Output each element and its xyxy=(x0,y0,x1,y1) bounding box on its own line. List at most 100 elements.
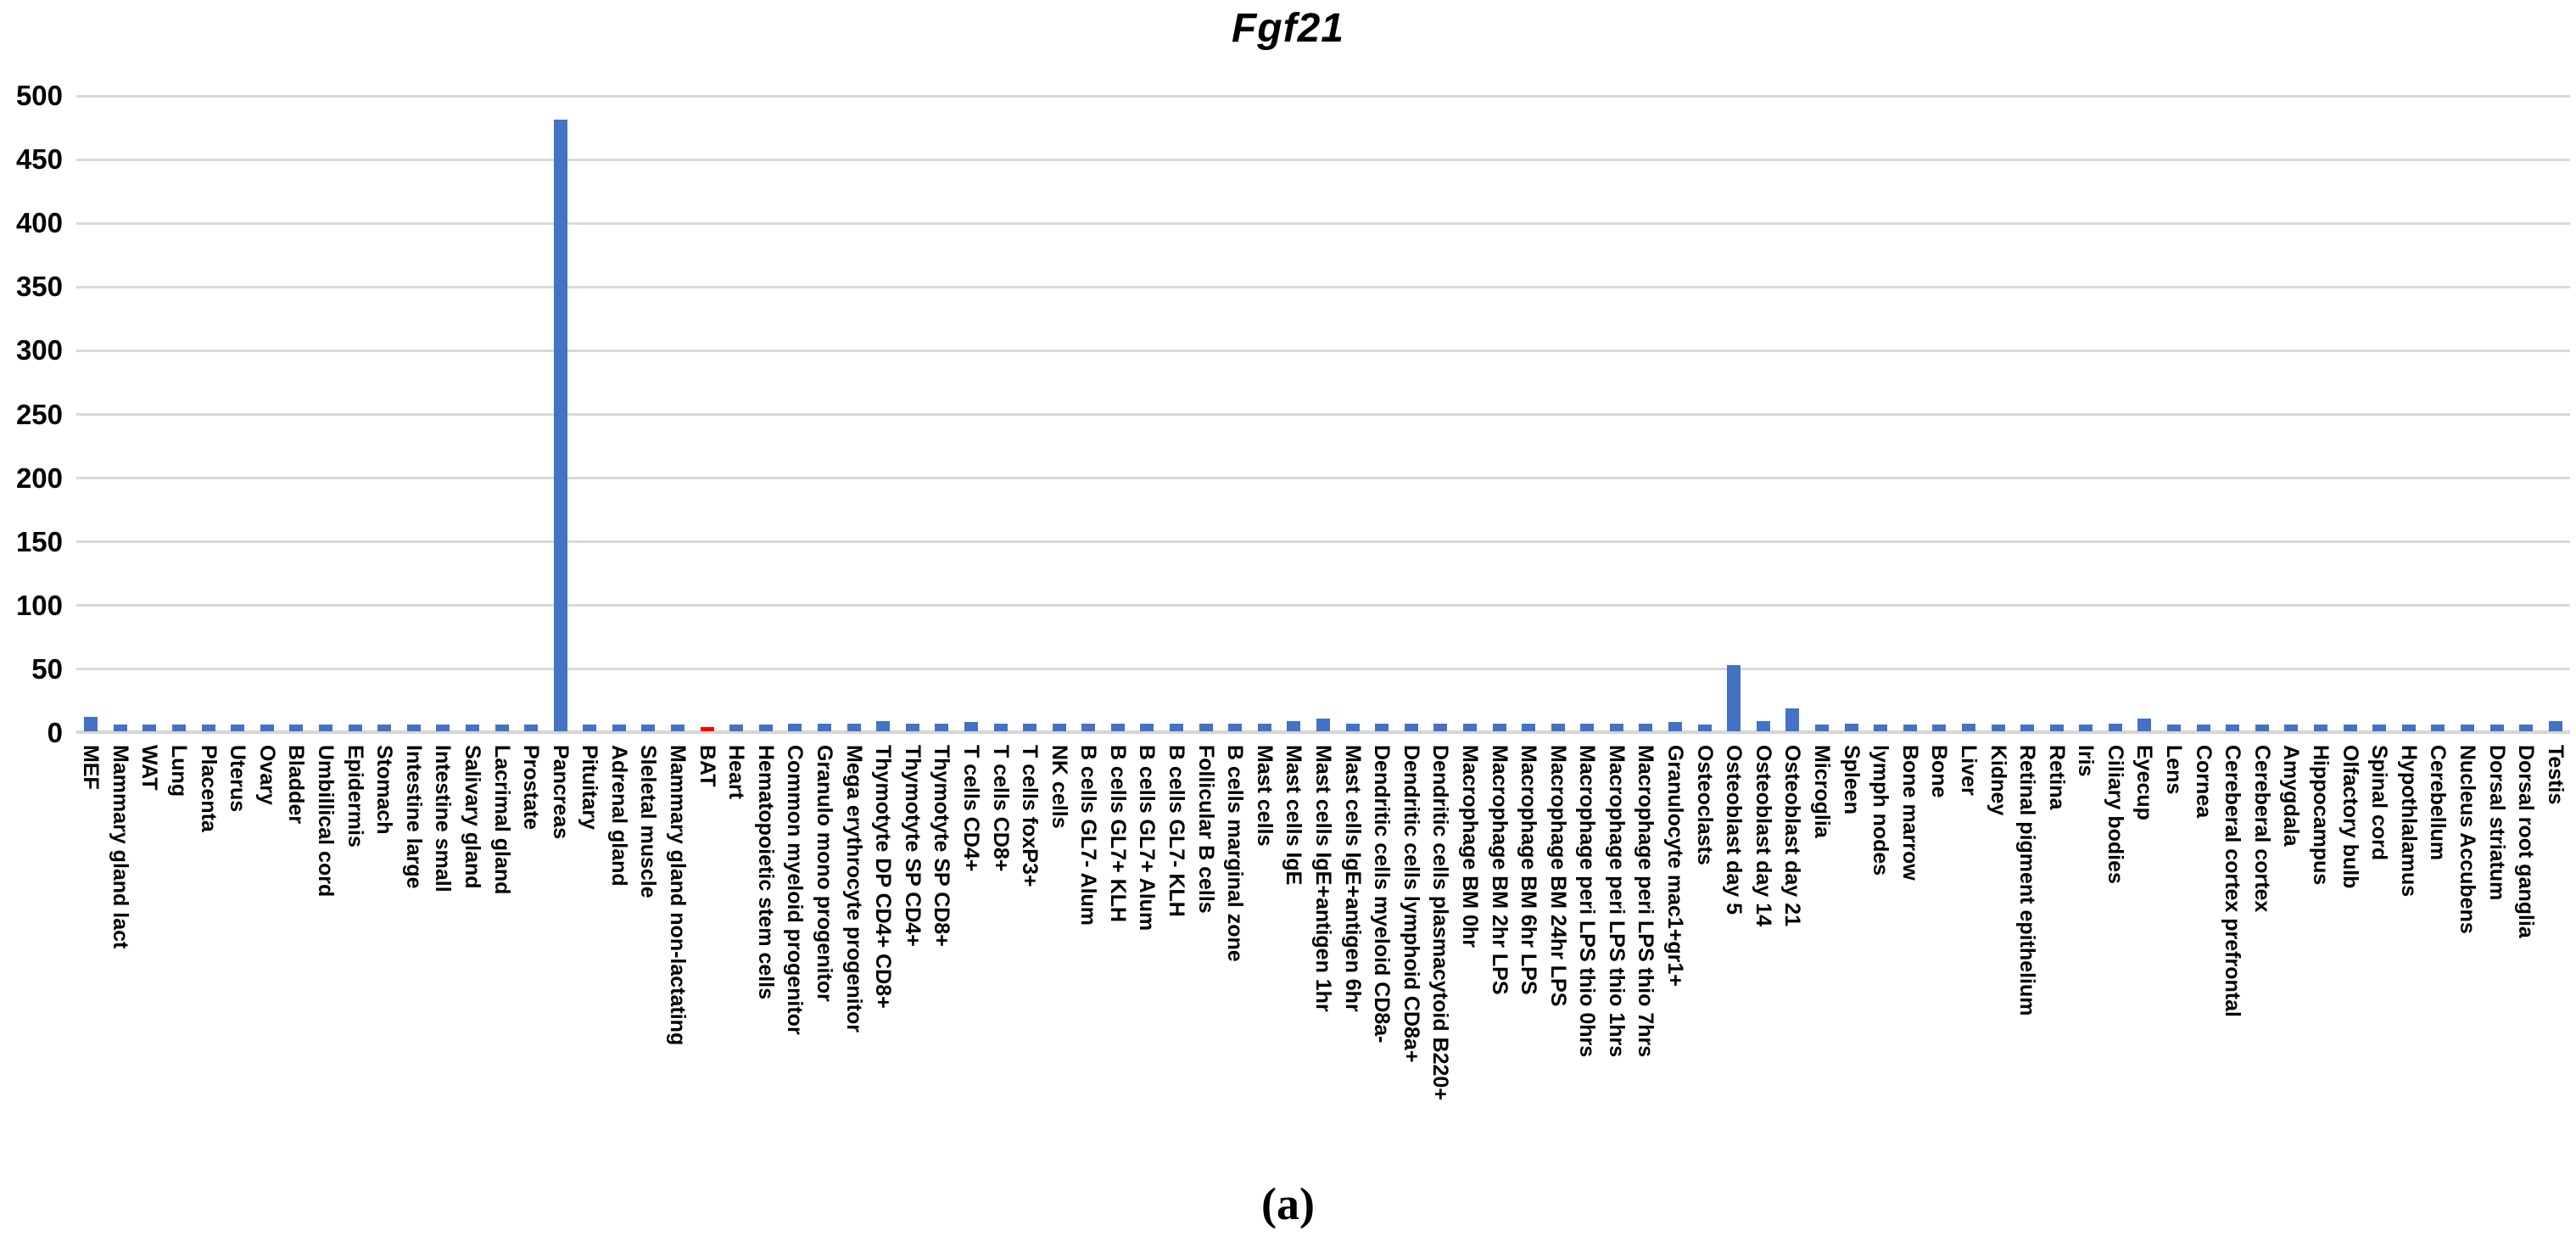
x-axis-category-label: Kidney xyxy=(1986,745,2010,816)
bar-bladder xyxy=(289,725,303,731)
x-axis-category-label: Ovary xyxy=(255,745,279,805)
bar-thymotyte-sp-cd4- xyxy=(906,724,919,731)
x-axis-category-label: Prostate xyxy=(519,745,543,831)
figure-caption: (a) xyxy=(1261,1178,1315,1229)
x-axis-category-label: Cereberal cortex prefrontal xyxy=(2221,745,2244,1017)
x-axis-category-label: Granulocyte mac1+gr1+ xyxy=(1663,745,1687,987)
bar-ciliary-bodies xyxy=(2109,724,2122,731)
bar-ovary xyxy=(260,725,274,731)
gridline xyxy=(76,413,2570,416)
x-axis-category-label: Macrophage BM 24hr LPS xyxy=(1546,745,1570,1007)
x-axis-category-label: Osteoclasts xyxy=(1693,745,1717,865)
bar-dorsal-striatum xyxy=(2490,725,2504,731)
y-axis-tick-label: 350 xyxy=(15,271,63,302)
y-axis-tick-label: 250 xyxy=(15,399,63,430)
bar-pituitary xyxy=(583,725,596,731)
x-axis-category-label: Macrophage peri LPS thio 0hrs xyxy=(1575,745,1599,1058)
x-axis-category-label: Dendritic cells myeloid CD8a- xyxy=(1370,745,1394,1044)
x-axis-category-label: lymph nodes xyxy=(1869,745,1892,876)
bar-cerebellum xyxy=(2431,725,2445,731)
x-axis-category-label: Thymotyte SP CD8+ xyxy=(930,745,953,947)
x-axis-category-label: Mast cells IgE+antigen 1hr xyxy=(1311,745,1335,1012)
bar-mast-cells-ige xyxy=(1287,721,1300,731)
x-axis-category-label: Testis xyxy=(2544,745,2568,805)
gridline xyxy=(76,222,2570,225)
gridline xyxy=(76,540,2570,543)
bar-heart xyxy=(729,725,743,731)
bar-dendritic-cells-myeloid-cd8a- xyxy=(1375,724,1389,731)
x-axis-category-label: Mast cells IgE xyxy=(1282,745,1305,886)
bar-hippocampus xyxy=(2314,725,2327,731)
x-axis-category-label: Uterus xyxy=(226,745,249,813)
x-axis-category-label: Retinal pigment epithelium xyxy=(2015,745,2039,1016)
bar-mast-cells-ige-antigen-6hr xyxy=(1346,724,1360,731)
bar-pancreas xyxy=(554,120,567,731)
x-axis-category-label: Iris xyxy=(2074,745,2098,777)
bar-dorsal-root-ganglia xyxy=(2519,725,2533,731)
bar-osteoclasts xyxy=(1698,725,1712,731)
x-axis-category-label: Mast cells IgE+antigen 6hr xyxy=(1341,745,1365,1012)
y-axis-tick-label: 100 xyxy=(15,590,63,621)
x-axis-category-label: Macrophage BM 6hr LPS xyxy=(1517,745,1540,995)
x-axis-category-label: Osteoblast day 14 xyxy=(1752,745,1775,926)
bar-kidney xyxy=(1992,725,2005,731)
bar-spinal-cord xyxy=(2372,725,2386,731)
bar-macrophage-bm-2hr-lps xyxy=(1493,724,1506,731)
bar-bone-marrow xyxy=(1903,725,1917,731)
bar-bat xyxy=(701,727,714,731)
y-axis-tick-label: 400 xyxy=(15,207,63,238)
x-axis-category-label: Stomach xyxy=(372,745,396,835)
x-axis-category-label: MEF xyxy=(79,745,103,790)
bar-spleen xyxy=(1845,724,1858,731)
x-axis-category-label: Sleletal muscle xyxy=(636,745,660,898)
bar-dendritic-cells-lymphoid-cd8a- xyxy=(1405,724,1418,731)
x-axis-category-label: T cells CD4+ xyxy=(959,745,983,872)
bar-b-cells-gl7-klh xyxy=(1170,724,1183,731)
x-axis-category-label: Eyecup xyxy=(2132,745,2156,820)
x-axis-category-label: Dendritic cells lymphoid CD8a+ xyxy=(1400,745,1423,1063)
y-axis-tick-label: 500 xyxy=(15,80,63,111)
x-axis-category-label: Salivary gland xyxy=(461,745,484,889)
bar-stomach xyxy=(377,725,391,731)
x-axis-category-label: Dendritic cells plasmacytoid B220+ xyxy=(1428,745,1452,1100)
x-axis-category-label: Amygdala xyxy=(2279,745,2303,847)
bar-retinal-pigment-epithelium xyxy=(2020,725,2034,731)
y-axis-tick-label: 150 xyxy=(15,526,63,557)
bar-t-cells-foxp3- xyxy=(1023,724,1037,731)
x-axis-category-label: Epidermis xyxy=(344,745,367,848)
bar-b-cells-marginal-zone xyxy=(1228,724,1242,731)
x-axis-category-label: B cells GL7- Alum xyxy=(1076,745,1100,926)
bar-sleletal-muscle xyxy=(641,725,655,731)
bar-macrophage-peri-lps-thio-1hrs xyxy=(1610,724,1623,731)
bar-osteoblast-day-5 xyxy=(1727,665,1741,731)
x-axis-category-label: B cells GL7+ KLH xyxy=(1106,745,1130,923)
y-axis-tick-label: 50 xyxy=(31,653,63,685)
bar-nk-cells xyxy=(1053,724,1066,731)
bar-umbillical-cord xyxy=(319,725,332,731)
gridline xyxy=(76,350,2570,352)
x-axis-category-label: B cells GL7+ Alum xyxy=(1135,745,1159,932)
bar-macrophage-peri-lps-thio-7hrs xyxy=(1639,724,1652,731)
x-axis-category-label: Cereberal cortex xyxy=(2250,745,2274,913)
gridline xyxy=(76,95,2570,98)
x-axis-category-label: Spinal cord xyxy=(2367,745,2391,861)
bar-testis xyxy=(2549,721,2562,731)
x-axis-category-label: Common myeloid progenitor xyxy=(783,745,807,1035)
bar-macrophage-bm-0hr xyxy=(1463,724,1477,731)
bar-osteoblast-day-21 xyxy=(1785,708,1799,731)
x-axis-category-label: Thymotyte SP CD4+ xyxy=(901,745,925,947)
bar-prostate xyxy=(524,725,538,731)
x-axis-category-label: T cells foxP3+ xyxy=(1018,745,1042,887)
y-axis-tick-label: 200 xyxy=(15,462,63,494)
x-axis-category-label: Dorsal striatum xyxy=(2485,745,2509,901)
bar-epidermis xyxy=(349,725,362,731)
x-axis-category-label: NK cells xyxy=(1048,745,1071,829)
bar-b-cells-gl7-alum xyxy=(1140,724,1154,731)
x-axis-category-label: BAT xyxy=(696,745,719,787)
gridline xyxy=(76,604,2570,607)
bar-mega-erythrocyte-progenitor xyxy=(847,724,861,731)
gridline xyxy=(76,159,2570,161)
x-axis-category-label: Lung xyxy=(167,745,191,797)
bar-mast-cells xyxy=(1258,724,1271,731)
